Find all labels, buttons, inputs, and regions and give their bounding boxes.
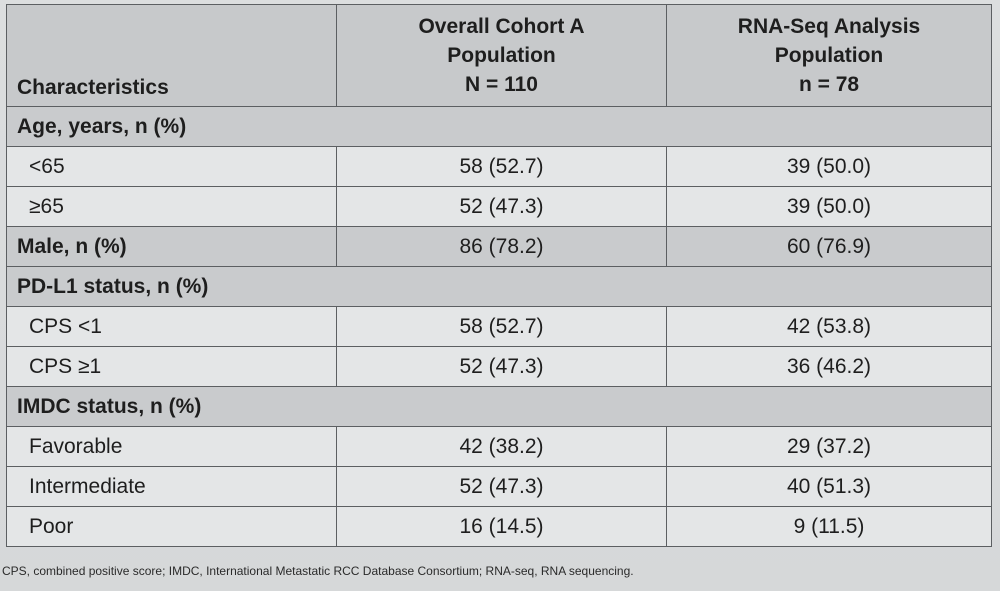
table-row: ≥65 52 (47.3) 39 (50.0) bbox=[6, 186, 992, 227]
row-label: IMDC status, n (%) bbox=[6, 386, 992, 427]
header-rnaseq-line3: n = 78 bbox=[798, 73, 860, 96]
footnote: CPS, combined positive score; IMDC, Inte… bbox=[2, 564, 634, 578]
cell-rnaseq: 60 (76.9) bbox=[666, 226, 992, 267]
cell-overall-cohort: 52 (47.3) bbox=[336, 346, 667, 387]
row-label: PD-L1 status, n (%) bbox=[6, 266, 992, 307]
row-label: Favorable bbox=[6, 426, 337, 467]
header-rnaseq-line1: RNA-Seq Analysis bbox=[737, 15, 921, 38]
header-characteristics: Characteristics bbox=[6, 4, 337, 107]
cell-overall-cohort: 58 (52.7) bbox=[336, 146, 667, 187]
cell-overall-cohort: 16 (14.5) bbox=[336, 506, 667, 547]
cell-overall-cohort: 42 (38.2) bbox=[336, 426, 667, 467]
cell-rnaseq: 29 (37.2) bbox=[666, 426, 992, 467]
header-overall-line2: Population bbox=[447, 44, 556, 67]
row-label: CPS <1 bbox=[6, 306, 337, 347]
table-row: CPS <1 58 (52.7) 42 (53.8) bbox=[6, 306, 992, 347]
cell-rnaseq: 9 (11.5) bbox=[666, 506, 992, 547]
cell-overall-cohort: 58 (52.7) bbox=[336, 306, 667, 347]
row-label: ≥65 bbox=[6, 186, 337, 227]
header-overall-cohort: Overall Cohort A Population N = 110 bbox=[336, 4, 667, 107]
header-rnaseq-line2: Population bbox=[774, 44, 884, 67]
cell-overall-cohort: 52 (47.3) bbox=[336, 466, 667, 507]
table-row: Male, n (%) 86 (78.2) 60 (76.9) bbox=[6, 226, 992, 267]
cell-rnaseq: 39 (50.0) bbox=[666, 146, 992, 187]
header-rnaseq: RNA-Seq Analysis Population n = 78 bbox=[666, 4, 992, 107]
row-label: <65 bbox=[6, 146, 337, 187]
cell-overall-cohort: 52 (47.3) bbox=[336, 186, 667, 227]
cell-rnaseq: 39 (50.0) bbox=[666, 186, 992, 227]
table-row: PD-L1 status, n (%) bbox=[6, 266, 992, 307]
cell-rnaseq: 36 (46.2) bbox=[666, 346, 992, 387]
row-label: Male, n (%) bbox=[6, 226, 337, 267]
table-row: <65 58 (52.7) 39 (50.0) bbox=[6, 146, 992, 187]
table-row: Favorable 42 (38.2) 29 (37.2) bbox=[6, 426, 992, 467]
table-row: IMDC status, n (%) bbox=[6, 386, 992, 427]
characteristics-table: Characteristics Overall Cohort A Populat… bbox=[6, 4, 992, 547]
table-header-row: Characteristics Overall Cohort A Populat… bbox=[6, 4, 992, 107]
header-overall-line1: Overall Cohort A bbox=[418, 15, 585, 38]
cell-rnaseq: 42 (53.8) bbox=[666, 306, 992, 347]
row-label: Age, years, n (%) bbox=[6, 106, 992, 147]
row-label: CPS ≥1 bbox=[6, 346, 337, 387]
table-body: Age, years, n (%) <65 58 (52.7) 39 (50.0) ≥6… bbox=[6, 106, 992, 547]
table-row: Intermediate 52 (47.3) 40 (51.3) bbox=[6, 466, 992, 507]
table-row: Poor 16 (14.5) 9 (11.5) bbox=[6, 506, 992, 547]
cell-rnaseq: 40 (51.3) bbox=[666, 466, 992, 507]
row-label: Poor bbox=[6, 506, 337, 547]
cell-overall-cohort: 86 (78.2) bbox=[336, 226, 667, 267]
table-row: CPS ≥1 52 (47.3) 36 (46.2) bbox=[6, 346, 992, 387]
header-overall-line3: N = 110 bbox=[465, 73, 538, 96]
row-label: Intermediate bbox=[6, 466, 337, 507]
table-row: Age, years, n (%) bbox=[6, 106, 992, 147]
